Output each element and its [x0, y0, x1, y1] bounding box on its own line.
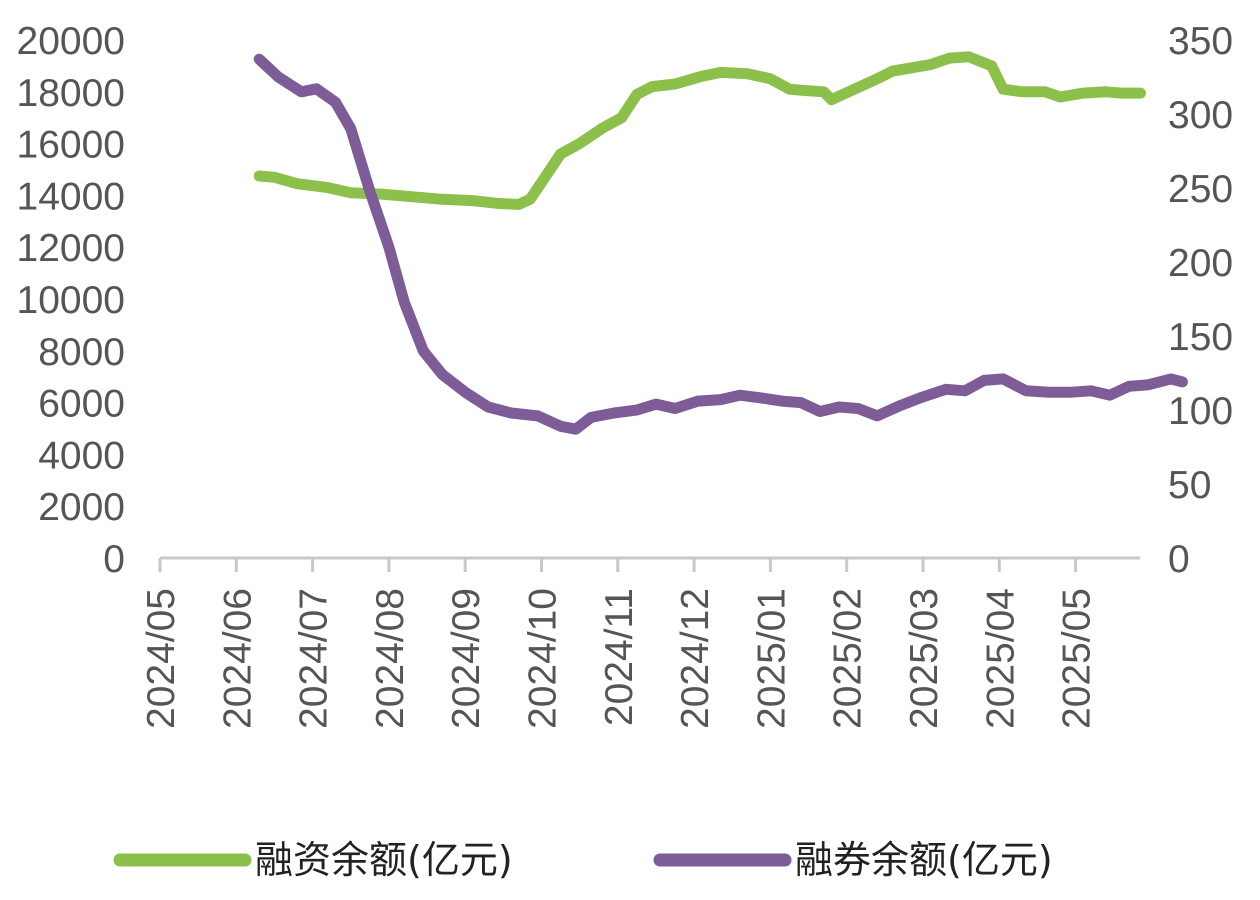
x-axis-tick-label: 2024/07 [293, 588, 336, 729]
x-axis-tick-label: 2025/05 [1056, 588, 1099, 729]
right-axis-tick-label: 0 [1168, 538, 1190, 581]
series-line-margin-balance [253, 51, 1146, 210]
x-axis-tick-label: 2025/02 [827, 588, 870, 729]
left-axis-tick-label: 14000 [17, 175, 125, 218]
x-axis-tick-label: 2024/09 [445, 588, 488, 729]
x-axis-tick-label: 2024/10 [522, 588, 565, 729]
right-axis-tick-label: 350 [1168, 20, 1233, 63]
right-axis-tick-label: 100 [1168, 390, 1233, 433]
x-axis-tick-label: 2024/12 [674, 588, 717, 729]
left-axis-tick-label: 20000 [17, 20, 125, 63]
legend-label: 融券余额(亿元) [795, 838, 1053, 882]
legend-label: 融资余额(亿元) [255, 838, 513, 882]
left-axis-tick-label: 6000 [38, 383, 125, 426]
right-axis-tick-label: 50 [1168, 464, 1211, 507]
left-axis-tick-label: 0 [103, 538, 125, 581]
left-axis-tick-label: 8000 [38, 331, 125, 374]
x-axis-tick-label: 2025/04 [979, 588, 1022, 729]
left-axis-tick-label: 12000 [17, 227, 125, 270]
right-axis-tick-label: 150 [1168, 316, 1233, 359]
series-layer [253, 51, 1188, 435]
x-axis-tick-label: 2024/11 [598, 588, 641, 726]
x-axis-tick-label: 2024/08 [369, 588, 412, 729]
left-axis-tick-label: 18000 [17, 72, 125, 115]
right-axis-tick-label: 250 [1168, 168, 1233, 211]
x-axis-tick-label: 2025/01 [750, 588, 793, 729]
left-axis-tick-label: 2000 [38, 486, 125, 529]
right-axis-tick-label: 300 [1168, 94, 1233, 137]
legend: 融资余额(亿元) 融券余额(亿元) [113, 838, 1053, 882]
x-axis-labels: 2024/05 2024/06 2024/07 2024/08 2024/09 2024/… [140, 588, 1099, 729]
x-axis-ticks [158, 558, 1078, 572]
left-axis-tick-label: 4000 [38, 434, 125, 477]
left-y-axis: 0 2000 4000 6000 8000 10000 12000 14000 16000 180… [17, 20, 125, 581]
x-axis-tick-label: 2024/05 [140, 588, 183, 729]
x-axis-tick-label: 2024/06 [216, 588, 259, 729]
left-axis-tick-label: 10000 [17, 279, 125, 322]
series-line-short-balance [253, 53, 1188, 435]
right-y-axis: 0 50 100 150 200 250 300 350 [1168, 20, 1233, 581]
left-axis-tick-label: 16000 [17, 124, 125, 167]
x-axis-tick-label: 2025/03 [903, 588, 946, 729]
right-axis-tick-label: 200 [1168, 242, 1233, 285]
